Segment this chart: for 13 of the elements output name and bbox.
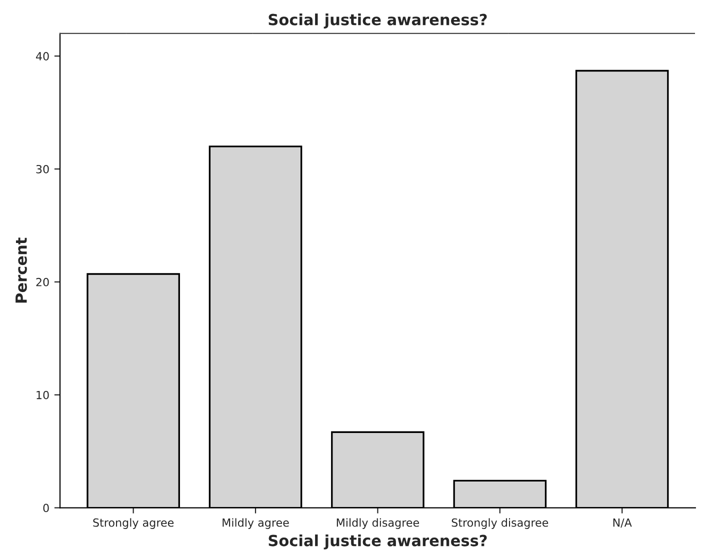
- x-axis-title: Social justice awareness?: [268, 534, 487, 550]
- y-tick-label: 40: [36, 52, 49, 60]
- chart-title: Social justice awareness?: [268, 14, 487, 28]
- x-tick-label: Strongly agree: [93, 518, 174, 529]
- y-tick-label: 10: [36, 390, 49, 400]
- y-tick-label: 0: [43, 504, 49, 512]
- x-tick-label: Mildly disagree: [336, 518, 420, 529]
- x-tick-label: N/A: [613, 518, 632, 528]
- y-tick-label: 20: [36, 278, 49, 286]
- y-axis-title: Percent: [16, 238, 27, 303]
- x-tick-label: Strongly disagree: [452, 518, 548, 529]
- x-tick-label: Mildly agree: [222, 518, 289, 529]
- y-tick-label: 30: [36, 164, 49, 174]
